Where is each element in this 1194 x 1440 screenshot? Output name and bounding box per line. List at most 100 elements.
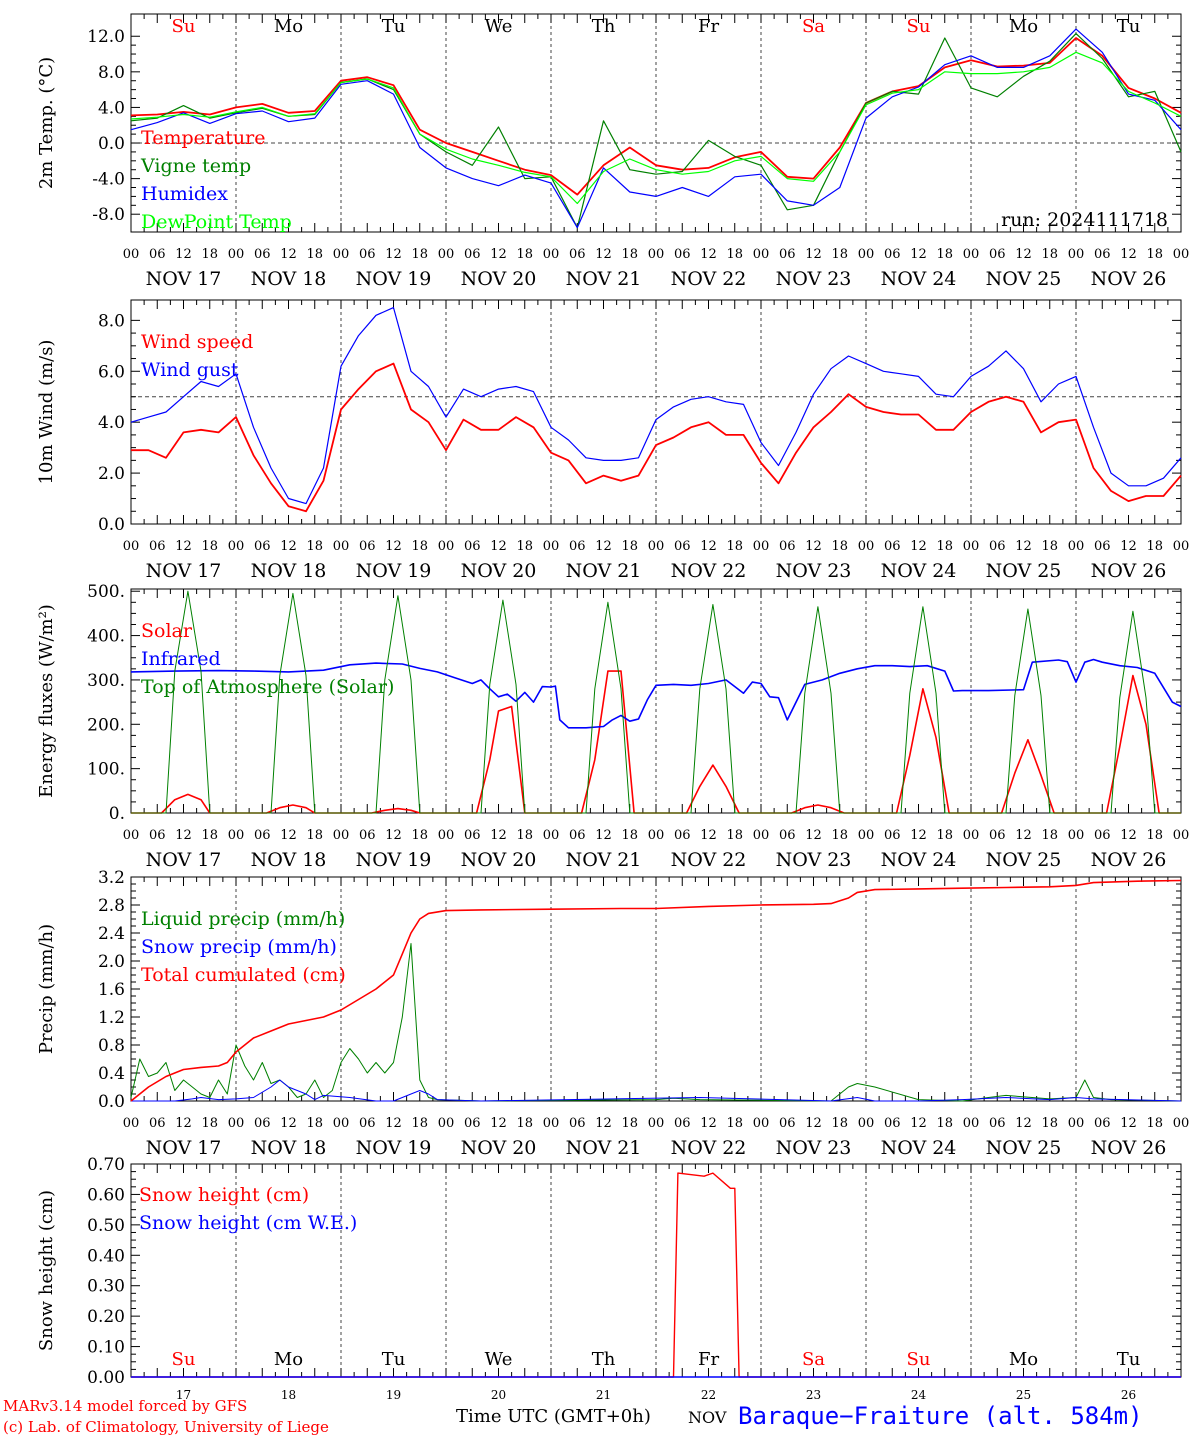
x-hour-label: 06: [989, 1116, 1006, 1131]
x-hour-label: 06: [149, 247, 166, 262]
x-hour-label: 00: [858, 828, 875, 843]
x-hour-labels: 00 06 12 18 00 06 12 18 00 06 12 18 00 06 12 18 00 06 12 18…: [123, 539, 1190, 554]
weekday-label: We: [485, 1349, 513, 1370]
x-day-number: 20: [491, 1388, 506, 1402]
x-day-number: 25: [1016, 1388, 1031, 1402]
x-date-label: NOV 20: [461, 560, 537, 582]
y-tick-label: 2.4: [98, 924, 125, 944]
x-hour-label: 00: [858, 539, 875, 554]
time-axis-label: Time UTC (GMT+0h): [456, 1406, 651, 1427]
x-hour-label: 18: [831, 247, 848, 262]
x-hour-label: 00: [438, 247, 455, 262]
legend-entry: Liquid precip (mm/h): [141, 908, 345, 930]
series-line: [130, 658, 1182, 729]
series-line: [131, 1172, 1181, 1378]
x-hour-label: 00: [648, 1116, 665, 1131]
x-hour-label: 18: [306, 539, 323, 554]
x-hour-label: 12: [175, 539, 192, 554]
x-hour-label: 00: [543, 828, 560, 843]
x-hour-label: 18: [726, 828, 743, 843]
x-date-label: NOV 19: [356, 560, 432, 582]
x-hour-label: 18: [201, 247, 218, 262]
x-hour-label: 12: [700, 539, 717, 554]
x-hour-label: 12: [1120, 1116, 1137, 1131]
x-day-number: 24: [911, 1388, 927, 1402]
x-day-number: 21: [596, 1388, 611, 1402]
y-tick-label: 0.70: [87, 1155, 125, 1175]
x-date-label: NOV 18: [251, 560, 327, 582]
weekday-label: Mo: [1009, 16, 1038, 37]
x-hour-label: 18: [201, 539, 218, 554]
x-hour-label: 18: [621, 1116, 638, 1131]
month-label: NOV: [688, 1408, 727, 1427]
x-hour-label: 18: [726, 1116, 743, 1131]
weekday-label: Su: [172, 1349, 196, 1370]
y-tick-label: 0.00: [87, 1368, 125, 1388]
y-tick-label: 0.0: [98, 134, 125, 154]
x-hour-label: 06: [779, 828, 796, 843]
x-hour-label: 00: [1173, 247, 1190, 262]
x-date-label: NOV 21: [566, 268, 642, 290]
x-hour-label: 00: [1068, 247, 1085, 262]
x-date-label: NOV 18: [251, 849, 327, 871]
x-hour-label: 06: [569, 539, 586, 554]
x-hour-label: 00: [1068, 539, 1085, 554]
x-date-label: NOV 24: [881, 560, 957, 582]
x-hour-label: 00: [648, 539, 665, 554]
x-hour-label: 00: [1173, 1116, 1190, 1131]
panel-1: -8.0 -4.0 0.0 4.0 8.0 12.0 2m Temp. (°C) Temper…: [36, 13, 1190, 290]
y-tick-label: 0.10: [87, 1338, 125, 1358]
x-hour-label: 18: [411, 828, 428, 843]
x-date-label: NOV 19: [356, 849, 432, 871]
x-hour-label: 12: [595, 1116, 612, 1131]
x-hour-label: 00: [753, 1116, 770, 1131]
x-date-label: NOV 17: [146, 1137, 222, 1159]
legend-entry: Solar: [141, 620, 193, 642]
weekday-label: Su: [907, 1349, 931, 1370]
series-line: [131, 590, 1181, 814]
x-hour-label: 12: [910, 1116, 927, 1131]
legend-entry: DewPoint Temp: [141, 211, 292, 233]
legend-entry: Temperature: [141, 127, 265, 149]
x-hour-label: 12: [385, 828, 402, 843]
x-date-label: NOV 25: [986, 560, 1062, 582]
y-tick-label: 0.0: [98, 1092, 125, 1112]
x-hour-label: 18: [516, 539, 533, 554]
x-hour-label: 06: [779, 247, 796, 262]
x-date-label: NOV 23: [776, 849, 852, 871]
x-hour-label: 00: [438, 539, 455, 554]
x-hour-label: 18: [1146, 828, 1163, 843]
x-hour-label: 00: [543, 539, 560, 554]
x-day-number: 18: [281, 1388, 296, 1402]
x-hour-label: 18: [516, 1116, 533, 1131]
y-tick-label: 0.20: [87, 1307, 125, 1327]
x-hour-label: 06: [1094, 247, 1111, 262]
x-hour-label: 18: [201, 1116, 218, 1131]
x-hour-label: 12: [490, 1116, 507, 1131]
x-hour-label: 12: [805, 1116, 822, 1131]
y-tick-label: 4.0: [98, 413, 125, 433]
x-hour-label: 06: [464, 1116, 481, 1131]
x-hour-label: 12: [490, 828, 507, 843]
x-hour-label: 06: [674, 247, 691, 262]
x-hour-label: 00: [753, 539, 770, 554]
x-hour-label: 00: [858, 1116, 875, 1131]
x-hour-label: 18: [831, 539, 848, 554]
panel-2: 0.0 2.0 4.0 6.0 8.0 10m Wind (m/s) Wind speed W…: [36, 299, 1190, 582]
x-hour-label: 12: [490, 247, 507, 262]
x-hour-label: 06: [359, 828, 376, 843]
x-hour-label: 18: [621, 539, 638, 554]
weekday-label: Mo: [274, 16, 303, 37]
y-tick-label: 0.4: [98, 1064, 125, 1084]
x-date-label: NOV 24: [881, 849, 957, 871]
x-hour-label: 00: [963, 828, 980, 843]
x-hour-label: 06: [464, 539, 481, 554]
weekday-label: Tu: [1117, 1349, 1141, 1370]
x-hour-labels: 00 06 12 18 00 06 12 18 00 06 12 18 00 06 12 18 00 06 12 18…: [123, 828, 1190, 843]
x-hour-label: 12: [1015, 539, 1032, 554]
legend-entry: Top of Atmosphere (Solar): [141, 676, 394, 698]
weekday-label: Mo: [1009, 1349, 1038, 1370]
x-day-number: 26: [1121, 1388, 1136, 1402]
x-day-number: 19: [386, 1388, 401, 1402]
x-hour-label: 18: [1041, 1116, 1058, 1131]
